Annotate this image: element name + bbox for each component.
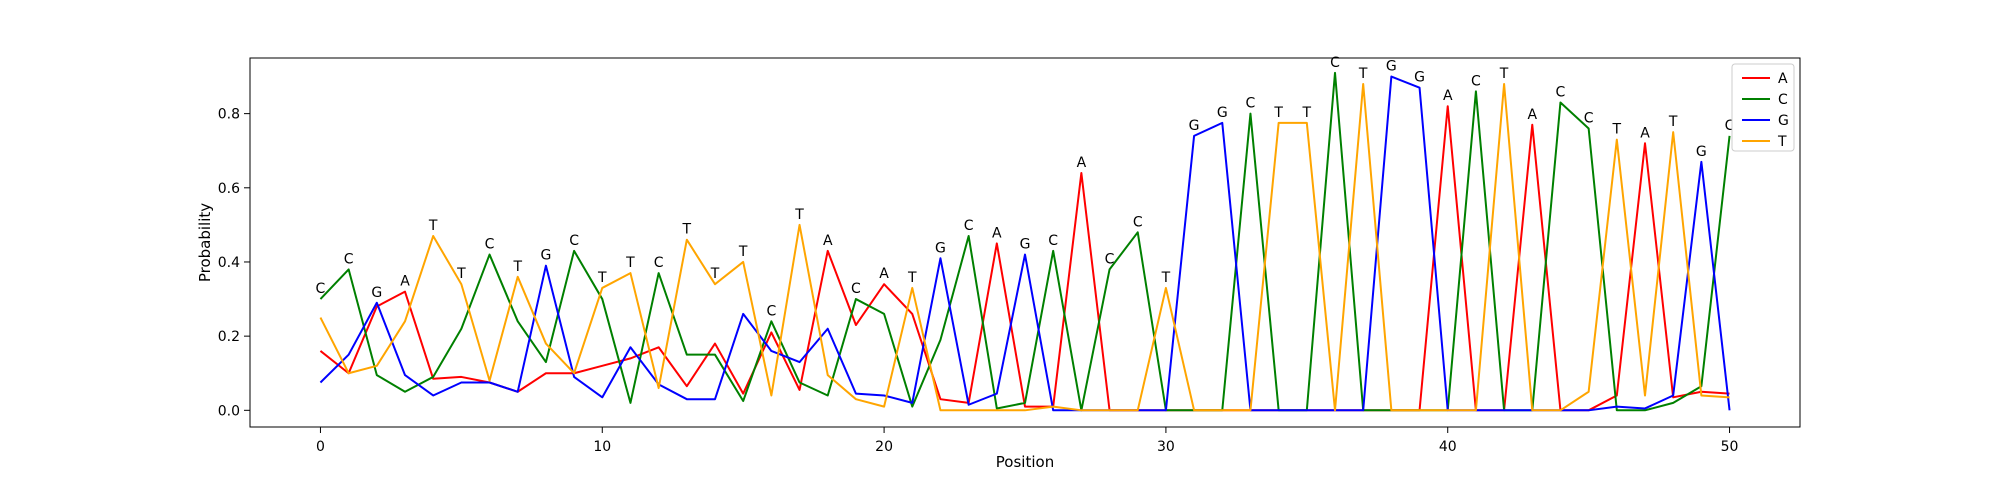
peak-label: C	[1725, 118, 1735, 134]
peak-label: G	[1696, 144, 1707, 160]
x-axis-ticks: 0 10 20 30 40 50	[316, 427, 1738, 455]
x-axis-label: Position	[996, 453, 1054, 471]
peak-label: T	[738, 244, 748, 260]
peak-label: T	[428, 218, 438, 234]
y-tick-label: 0.0	[218, 403, 240, 419]
peak-label: C	[1133, 214, 1143, 230]
peak-label: G	[1217, 105, 1228, 121]
peak-label: A	[1640, 125, 1650, 141]
series-line-c	[319, 71, 1731, 412]
peak-label: G	[935, 240, 946, 256]
peak-label: C	[1584, 110, 1594, 126]
peak-annotations: C C G A T T C T G C T T C T T T C T A C A T G C A G C A C C T G G C T T C T G G…	[316, 55, 1735, 319]
peak-label: C	[485, 237, 495, 253]
peak-label: T	[907, 270, 917, 286]
peak-label: C	[1048, 233, 1058, 249]
peak-label: A	[1527, 107, 1537, 123]
peak-label: T	[1161, 270, 1171, 286]
x-tick-label: 50	[1721, 439, 1739, 455]
peak-label: T	[597, 270, 607, 286]
peak-label: T	[1668, 114, 1678, 130]
legend-label: T	[1777, 134, 1787, 150]
peak-label: G	[1414, 70, 1425, 86]
peak-label: C	[1105, 251, 1115, 267]
peak-label: A	[879, 266, 889, 282]
peak-label: T	[1612, 122, 1622, 138]
peak-label: A	[992, 225, 1002, 241]
peak-label: C	[344, 251, 354, 267]
peak-label: C	[1471, 73, 1481, 89]
peak-label: T	[1358, 66, 1368, 82]
series-line-g	[319, 75, 1731, 412]
peak-label: C	[316, 281, 326, 297]
peak-label: T	[1302, 105, 1312, 121]
peak-label: T	[1273, 105, 1283, 121]
peak-label: C	[964, 218, 974, 234]
peak-label: T	[456, 266, 466, 282]
peak-label: T	[682, 222, 692, 238]
y-tick-label: 0.6	[218, 181, 240, 197]
peak-label: T	[625, 255, 635, 271]
peak-label: G	[371, 285, 382, 301]
x-tick-label: 20	[875, 439, 893, 455]
peak-label: T	[512, 259, 522, 275]
peak-label: A	[1077, 155, 1087, 171]
peak-label: G	[540, 248, 551, 264]
peak-label: G	[1386, 59, 1397, 75]
peak-label: A	[400, 274, 410, 290]
legend-label: A	[1778, 71, 1788, 87]
peak-label: C	[569, 233, 579, 249]
series-layer	[319, 71, 1731, 412]
peak-label: C	[1556, 85, 1566, 101]
legend-box	[1731, 63, 1795, 152]
x-tick-label: 40	[1439, 439, 1457, 455]
peak-label: C	[1246, 96, 1256, 112]
peak-label: T	[1499, 66, 1509, 82]
y-tick-label: 0.4	[218, 255, 240, 271]
x-tick-label: 0	[316, 439, 325, 455]
peak-label: A	[823, 233, 833, 249]
peak-label: C	[851, 281, 861, 297]
peak-label: G	[1189, 118, 1200, 134]
peak-label: C	[654, 255, 664, 271]
peak-label: G	[1020, 237, 1031, 253]
peak-label: C	[766, 303, 776, 319]
x-tick-label: 30	[1157, 439, 1175, 455]
y-tick-label: 0.2	[218, 329, 240, 345]
series-line-t	[319, 82, 1730, 412]
plot-frame	[249, 57, 1801, 428]
y-axis-label: Probability	[196, 203, 214, 282]
peak-label: T	[794, 207, 804, 223]
peak-label: A	[1443, 88, 1453, 104]
peak-label: C	[1330, 55, 1340, 71]
peak-label: T	[710, 266, 720, 282]
legend-label: C	[1778, 92, 1788, 108]
legend-label: G	[1778, 113, 1789, 129]
y-tick-label: 0.8	[218, 107, 240, 123]
y-axis-ticks: 0.0 0.2 0.4 0.6 0.8	[218, 107, 250, 419]
x-tick-label: 10	[593, 439, 611, 455]
